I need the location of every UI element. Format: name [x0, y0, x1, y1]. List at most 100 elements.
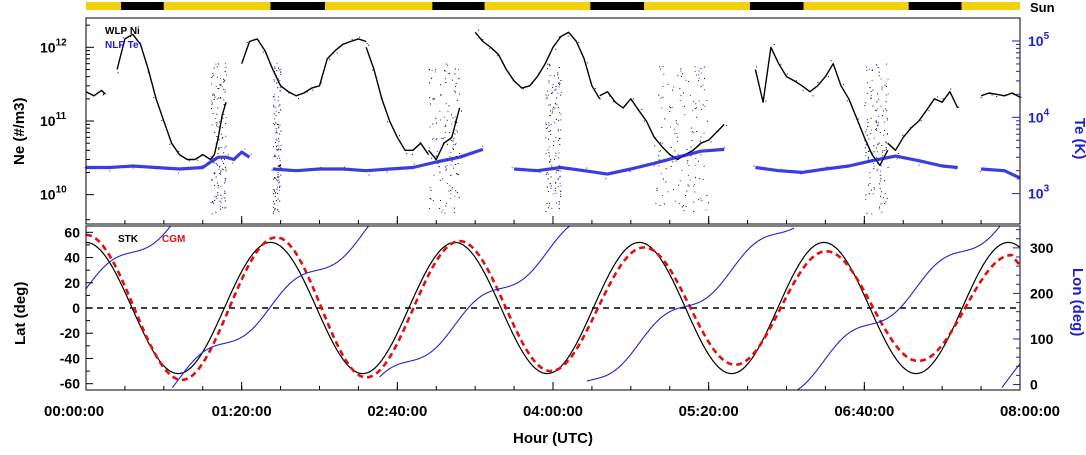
top-left-tick-label: 1010: [40, 185, 67, 203]
data-point: [109, 170, 111, 172]
data-point: [726, 124, 728, 126]
data-point: [130, 36, 132, 38]
series-segment: [272, 147, 484, 173]
series-segment: [754, 46, 889, 167]
data-point: [765, 100, 767, 102]
data-point: [1013, 93, 1015, 95]
data-point: [217, 153, 219, 155]
data-point: [117, 72, 119, 74]
data-point: [351, 38, 353, 40]
x-tick-label: 00:00:00: [44, 403, 104, 420]
series-cgm: [86, 233, 1020, 382]
bottom-y-axis-title: Lat (deg): [12, 282, 29, 345]
data-point: [700, 154, 702, 156]
data-point: [216, 135, 218, 137]
series-segment: [85, 89, 106, 97]
series-segment: [755, 154, 958, 174]
series-segment: [599, 91, 725, 161]
top-left-tick-label: 1011: [40, 111, 67, 129]
data-point: [522, 88, 524, 90]
data-point: [201, 154, 203, 156]
noise-band: [864, 63, 889, 215]
data-point: [672, 155, 674, 157]
noise-band: [210, 63, 228, 215]
data-point: [250, 153, 252, 155]
data-point: [567, 35, 569, 37]
data-point: [298, 97, 300, 99]
data-point: [547, 63, 549, 65]
top-left-tick-label: 1012: [40, 37, 67, 55]
data-point: [943, 164, 945, 166]
bottom-left-tick-label: 60: [64, 224, 80, 240]
data-point: [406, 153, 408, 155]
data-point: [482, 39, 484, 41]
legend-wlp-ni: WLP Ni: [105, 26, 140, 37]
data-point: [800, 173, 802, 175]
data-point: [262, 51, 264, 53]
data-point: [430, 151, 432, 153]
data-point: [411, 153, 413, 155]
data-point: [386, 171, 388, 173]
data-point: [122, 37, 124, 39]
data-point: [461, 155, 463, 157]
series-wlp-ni: [85, 29, 1022, 167]
top-right-tick-label: 105: [1028, 31, 1050, 49]
data-point: [213, 161, 215, 163]
data-point: [320, 166, 322, 168]
data-point: [846, 100, 848, 102]
data-point: [920, 120, 922, 122]
data-point: [258, 40, 260, 42]
top-y2-axis-title: Te (K): [1071, 118, 1086, 159]
data-point: [169, 143, 171, 145]
data-point: [288, 92, 290, 94]
data-point: [826, 166, 828, 168]
data-point: [661, 142, 663, 144]
data-point: [701, 141, 703, 143]
data-point: [1020, 96, 1022, 98]
data-point: [1003, 94, 1005, 96]
data-point: [724, 147, 726, 149]
sun-segment-day: [163, 2, 271, 10]
data-point: [398, 135, 400, 137]
data-point: [244, 148, 246, 150]
data-point: [896, 158, 898, 160]
data-point: [942, 98, 944, 100]
data-point: [227, 154, 229, 156]
series-segment: [86, 150, 251, 171]
bottom-right-tick-label: 200: [1030, 285, 1054, 301]
top-y-axis-title: Ne (#/m3): [11, 97, 28, 165]
data-point: [869, 159, 871, 161]
sun-segment-night: [121, 2, 164, 10]
data-point: [857, 118, 859, 120]
sun-segment-day: [961, 2, 1020, 10]
noise-band: [654, 66, 710, 213]
data-point: [710, 141, 712, 143]
data-point: [201, 164, 203, 166]
data-point: [625, 104, 627, 106]
data-point: [675, 160, 677, 162]
x-tick-label: 01:20:00: [212, 403, 272, 420]
data-point: [594, 88, 596, 90]
series-segment: [474, 31, 601, 100]
data-point: [980, 97, 982, 99]
data-point: [161, 120, 163, 122]
series-nlp-te: [84, 145, 1021, 180]
data-point: [271, 169, 273, 171]
bottom-x-axis-title: Hour (UTC): [513, 430, 593, 447]
data-point: [435, 155, 437, 157]
series-segment: [241, 38, 367, 97]
data-point: [342, 43, 344, 45]
bottom-left-tick-label: 0: [72, 300, 80, 316]
data-point: [320, 82, 322, 84]
series-segment: [980, 167, 1021, 180]
data-point: [215, 157, 217, 159]
data-point: [366, 43, 368, 45]
data-point: [478, 29, 480, 31]
data-point: [84, 167, 86, 169]
data-point: [443, 143, 445, 145]
data-point: [873, 151, 875, 153]
sun-segment-night: [270, 2, 325, 10]
data-point: [586, 167, 588, 169]
